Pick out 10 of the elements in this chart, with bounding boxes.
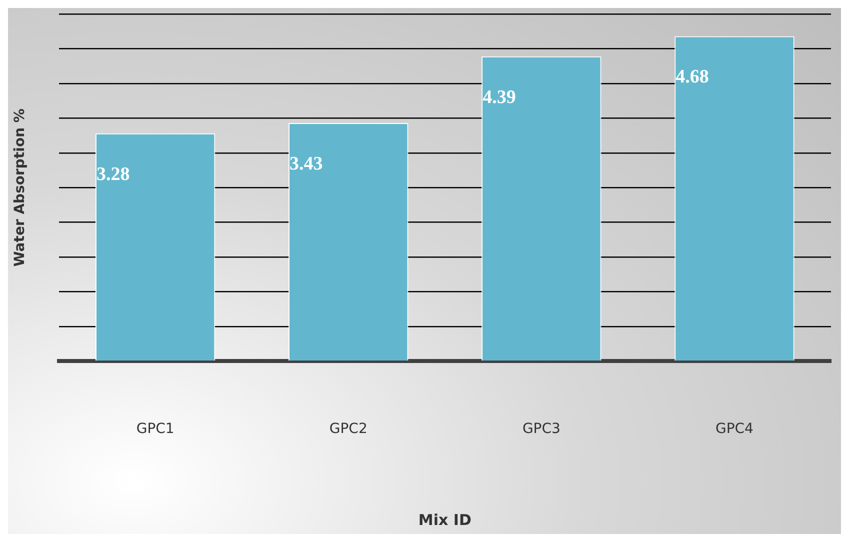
data-label: 3.28 [96, 164, 130, 185]
x-tick-label: GPC1 [136, 421, 174, 438]
x-axis-title: Mix ID [418, 510, 472, 529]
data-label: 3.43 [290, 153, 323, 174]
x-tick-label: GPC4 [715, 421, 754, 438]
x-tick-label: GPC2 [329, 421, 368, 438]
data-label: 4.39 [482, 86, 516, 108]
data-label: 4.68 [676, 66, 709, 88]
y-axis-title: Water Absorption % [12, 108, 28, 267]
x-tick-label: GPC3 [522, 421, 560, 438]
